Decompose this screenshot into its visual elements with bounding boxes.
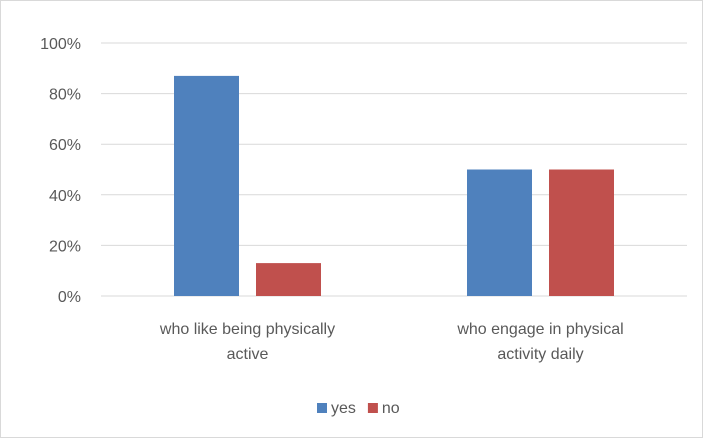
y-tick-label: 0%: [58, 289, 81, 306]
bar-yes: [174, 75, 239, 296]
legend-swatch-yes: [317, 403, 327, 413]
y-tick-label: 60%: [49, 137, 81, 154]
x-axis-labels: who like being physically active who engag…: [159, 321, 624, 363]
legend-label-yes: yes: [331, 400, 356, 417]
y-tick-label: 80%: [49, 87, 81, 104]
bars: [174, 75, 614, 296]
x-category-label-line: activity daily: [497, 346, 583, 363]
x-category-label-line: who engage in physical: [456, 321, 623, 338]
y-tick-label: 100%: [40, 36, 81, 53]
x-category-label: who like being physically active: [159, 321, 335, 363]
legend: yes no: [317, 400, 400, 417]
bar-yes: [467, 169, 532, 296]
bar-no: [549, 169, 614, 296]
y-axis-ticks: 0% 20% 40% 60% 80% 100%: [40, 36, 81, 306]
y-tick-label: 20%: [49, 238, 81, 255]
x-category-label: who engage in physical activity daily: [456, 321, 623, 363]
bar-no: [256, 263, 321, 296]
legend-swatch-no: [367, 403, 378, 413]
x-category-label-line: who like being physically: [159, 321, 335, 338]
x-category-label-line: active: [227, 346, 269, 363]
legend-label-no: no: [382, 400, 400, 417]
y-tick-label: 40%: [49, 188, 81, 205]
